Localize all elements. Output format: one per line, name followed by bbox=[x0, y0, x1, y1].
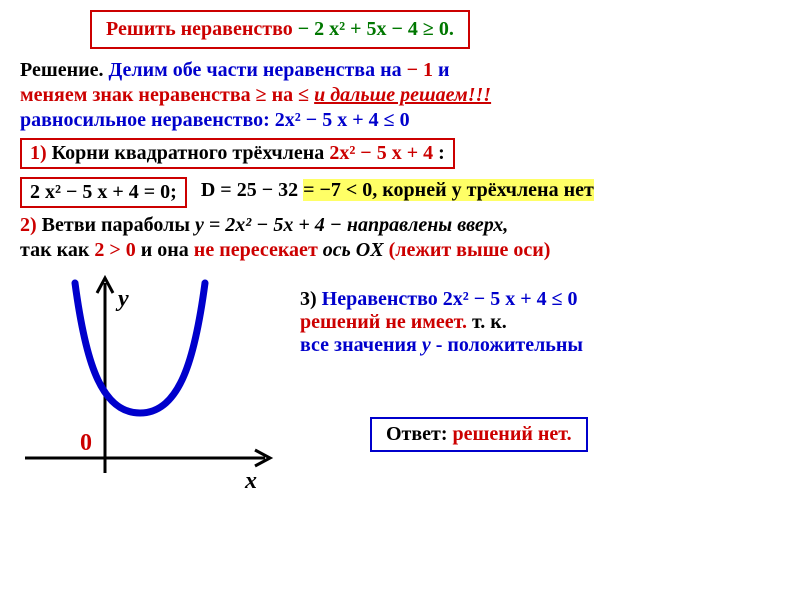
title-label: Решить неравенство bbox=[106, 18, 293, 40]
step2-paren: (лежит выше оси) bbox=[389, 239, 551, 261]
step3-pos: - положительны bbox=[436, 334, 583, 356]
solution-line-2: меняем знак неравенства ≥ на ≤ и дальше … bbox=[20, 84, 790, 107]
d-result: = −7 < 0, корней у трёхчлена нет bbox=[303, 179, 594, 201]
step3-line1: 3) Неравенство 2x² − 5 x + 4 ≤ 0 bbox=[300, 288, 790, 311]
step2-2a: так как bbox=[20, 239, 94, 261]
equation-row: 2 x² − 5 x + 4 = 0; D = 25 − 32 = −7 < 0… bbox=[20, 173, 790, 208]
equiv-expr: 2x² − 5 x + 4 ≤ 0 bbox=[275, 109, 410, 131]
x-axis-label: x bbox=[245, 468, 257, 495]
step1-expr: 2x² − 5 x + 4 bbox=[329, 142, 433, 164]
step3-blue: Неравенство 2x² − 5 x + 4 ≤ 0 bbox=[322, 288, 578, 310]
solution-red2: меняем знак неравенства ≥ на ≤ bbox=[20, 84, 309, 106]
step2-yeq: y = 2x² − 5x + 4 − направлены вверх, bbox=[195, 214, 508, 236]
solution-blue1: Делим обе части неравенства на bbox=[109, 59, 402, 81]
solution-neg1: − 1 bbox=[407, 59, 438, 81]
graph-area: y x 0 bbox=[10, 268, 290, 528]
title-box: Решить неравенство − 2 x² + 5x − 4 ≥ 0. bbox=[90, 10, 470, 49]
step2-2b: и она bbox=[141, 239, 194, 261]
equation-lhs: 2 x² − 5 x + 4 = 0; bbox=[30, 181, 177, 203]
step2-line2: так как 2 > 0 и она не пересекает ось OX… bbox=[20, 239, 790, 262]
answer-text: решений нет. bbox=[453, 423, 572, 445]
answer-label: Ответ: bbox=[386, 423, 448, 445]
solution-and: и bbox=[438, 59, 450, 81]
step2-branches: Ветви параболы bbox=[42, 214, 195, 236]
answer-box: Ответ: решений нет. bbox=[370, 417, 588, 452]
y-axis-label: y bbox=[118, 286, 129, 313]
step2-prefix: 2) bbox=[20, 214, 42, 236]
step1-text: Корни квадратного трёхчлена bbox=[52, 142, 330, 164]
step3-yvar: y bbox=[422, 334, 431, 356]
step2-2gt: 2 > 0 bbox=[94, 239, 135, 261]
step3-nosol: решений не имеет. bbox=[300, 311, 467, 333]
solution-line-3: равносильное неравенство: 2x² − 5 x + 4 … bbox=[20, 109, 790, 132]
step1-row: 1) Корни квадратного трёхчлена 2x² − 5 x… bbox=[20, 134, 790, 169]
step2-ox: ось OX bbox=[323, 239, 384, 261]
d-label: D = 25 − 32 bbox=[201, 179, 298, 201]
step1-prefix: 1) bbox=[30, 142, 52, 164]
step3-tk: т. к. bbox=[472, 311, 507, 333]
step2-nocross: не пересекает bbox=[194, 239, 318, 261]
bottom-row: y x 0 3) Неравенство 2x² − 5 x + 4 ≤ 0 р… bbox=[10, 268, 790, 528]
step3-ally: все значения bbox=[300, 334, 422, 356]
origin-label: 0 bbox=[80, 430, 92, 457]
step1-suffix: : bbox=[438, 142, 445, 164]
solution-heading: Решение. bbox=[20, 59, 109, 81]
step3-line2: решений не имеет. т. к. bbox=[300, 311, 790, 334]
step3-line3: все значения y - положительны bbox=[300, 334, 790, 357]
equiv-label: равносильное неравенство: bbox=[20, 109, 275, 131]
solution-italic: и дальше решаем!!! bbox=[314, 84, 491, 106]
step3-prefix: 3) bbox=[300, 288, 322, 310]
title-expr: − 2 x² + 5x − 4 ≥ 0. bbox=[298, 18, 454, 40]
solution-line-1: Решение. Делим обе части неравенства на … bbox=[20, 59, 790, 82]
step2-line1: 2) Ветви параболы y = 2x² − 5x + 4 − нап… bbox=[20, 214, 790, 237]
